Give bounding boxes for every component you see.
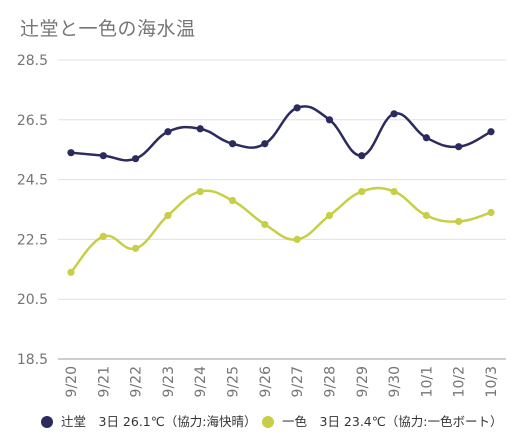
data-point[interactable] — [358, 152, 366, 160]
data-point[interactable] — [293, 235, 301, 243]
series-line — [70, 105, 492, 162]
data-point[interactable] — [164, 211, 172, 220]
x-tick-label: 10/3 — [484, 366, 500, 397]
data-point[interactable] — [164, 128, 172, 136]
x-tick-label: 9/25 — [226, 366, 242, 397]
legend-label: 一色 3日 23.4℃（協力:一色ボート） — [282, 414, 503, 429]
x-tick-label: 9/28 — [322, 366, 338, 397]
chart-title: 辻堂と一色の海水温 — [20, 18, 196, 40]
data-point[interactable] — [99, 232, 107, 241]
x-tick-label: 10/1 — [419, 366, 435, 397]
series-line — [70, 186, 492, 274]
x-tick-label: 9/30 — [387, 366, 403, 397]
y-tick-label: 26.5 — [17, 113, 48, 129]
x-tick-label: 9/29 — [355, 366, 371, 397]
data-point[interactable] — [487, 128, 495, 136]
data-point[interactable] — [228, 140, 237, 148]
data-point[interactable] — [422, 134, 430, 142]
data-point[interactable] — [325, 116, 334, 124]
y-tick-label: 20.5 — [17, 292, 48, 308]
data-point[interactable] — [390, 187, 398, 196]
y-tick-label: 22.5 — [17, 232, 48, 248]
data-point[interactable] — [67, 149, 75, 157]
data-point[interactable] — [196, 187, 204, 196]
data-point[interactable] — [293, 104, 301, 112]
x-tick-label: 9/20 — [64, 366, 80, 397]
data-point[interactable] — [228, 196, 237, 205]
x-tick-label: 9/22 — [129, 366, 145, 397]
data-point[interactable] — [132, 155, 140, 163]
x-tick-label: 9/23 — [161, 366, 177, 397]
legend-item[interactable]: 一色 3日 23.4℃（協力:一色ボート） — [262, 414, 503, 429]
legend-marker — [41, 416, 53, 428]
data-point[interactable] — [487, 208, 495, 217]
legend-marker — [262, 416, 274, 428]
x-tick-label: 9/24 — [193, 366, 209, 398]
y-tick-label: 28.5 — [17, 53, 48, 69]
x-tick-label: 9/26 — [258, 366, 274, 398]
data-point[interactable] — [67, 268, 75, 276]
data-point[interactable] — [390, 110, 398, 118]
x-tick-label: 9/27 — [290, 366, 306, 397]
x-tick-label: 9/21 — [96, 366, 112, 397]
data-point[interactable] — [99, 152, 107, 160]
data-point[interactable] — [422, 211, 430, 220]
legend-item[interactable]: 辻堂 3日 26.1℃（協力:海快晴） — [41, 414, 257, 429]
data-point[interactable] — [455, 217, 463, 226]
data-point[interactable] — [358, 187, 366, 196]
data-point[interactable] — [196, 125, 204, 133]
data-point[interactable] — [325, 211, 334, 220]
data-point[interactable] — [455, 143, 463, 151]
legend-label: 辻堂 3日 26.1℃（協力:海快晴） — [61, 414, 257, 429]
data-point[interactable] — [261, 140, 269, 148]
x-tick-label: 10/2 — [452, 366, 468, 397]
y-tick-label: 24.5 — [17, 173, 48, 189]
y-tick-label: 18.5 — [17, 352, 48, 368]
data-point[interactable] — [261, 220, 269, 229]
data-point[interactable] — [132, 244, 140, 252]
